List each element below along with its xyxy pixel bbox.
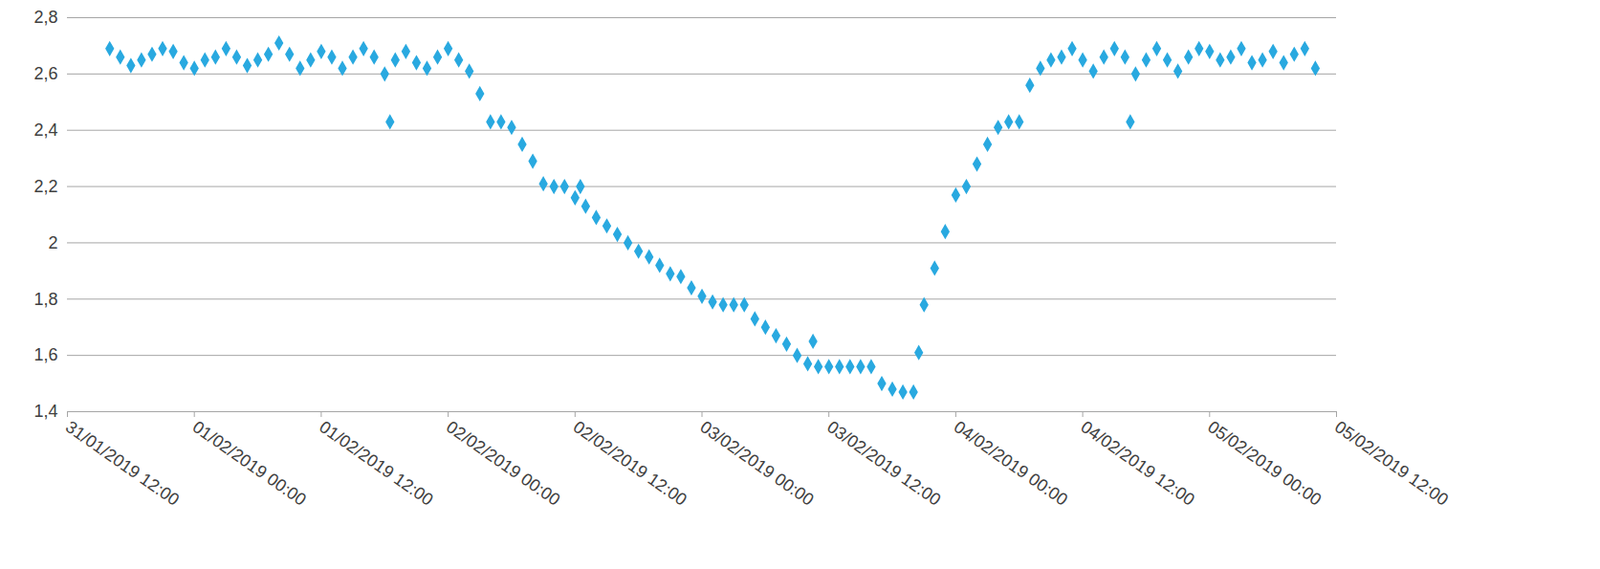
svg-text:1,6: 1,6 (33, 345, 58, 365)
svg-text:04/02/2019 12:00: 04/02/2019 12:00 (1077, 416, 1199, 510)
svg-text:1,4: 1,4 (33, 401, 58, 421)
svg-text:31/01/2019 12:00: 31/01/2019 12:00 (62, 416, 183, 510)
svg-text:2,2: 2,2 (33, 176, 58, 197)
svg-text:01/02/2019 00:00: 01/02/2019 00:00 (189, 416, 310, 510)
svg-text:01/02/2019 12:00: 01/02/2019 12:00 (315, 416, 437, 510)
svg-text:04/02/2019 00:00: 04/02/2019 00:00 (950, 416, 1072, 510)
svg-text:02/02/2019 00:00: 02/02/2019 00:00 (442, 416, 564, 510)
svg-text:03/02/2019 12:00: 03/02/2019 12:00 (823, 416, 944, 510)
svg-text:2,6: 2,6 (33, 64, 58, 84)
svg-text:2,8: 2,8 (33, 7, 58, 27)
svg-text:03/02/2019 00:00: 03/02/2019 00:00 (696, 416, 817, 510)
svg-text:05/02/2019 00:00: 05/02/2019 00:00 (1204, 416, 1325, 510)
svg-text:2,4: 2,4 (33, 120, 58, 140)
svg-text:2: 2 (47, 233, 58, 253)
svg-text:1,8: 1,8 (33, 289, 58, 309)
svg-text:02/02/2019 12:00: 02/02/2019 12:00 (569, 416, 691, 510)
svg-text:05/02/2019 12:00: 05/02/2019 12:00 (1331, 416, 1452, 510)
